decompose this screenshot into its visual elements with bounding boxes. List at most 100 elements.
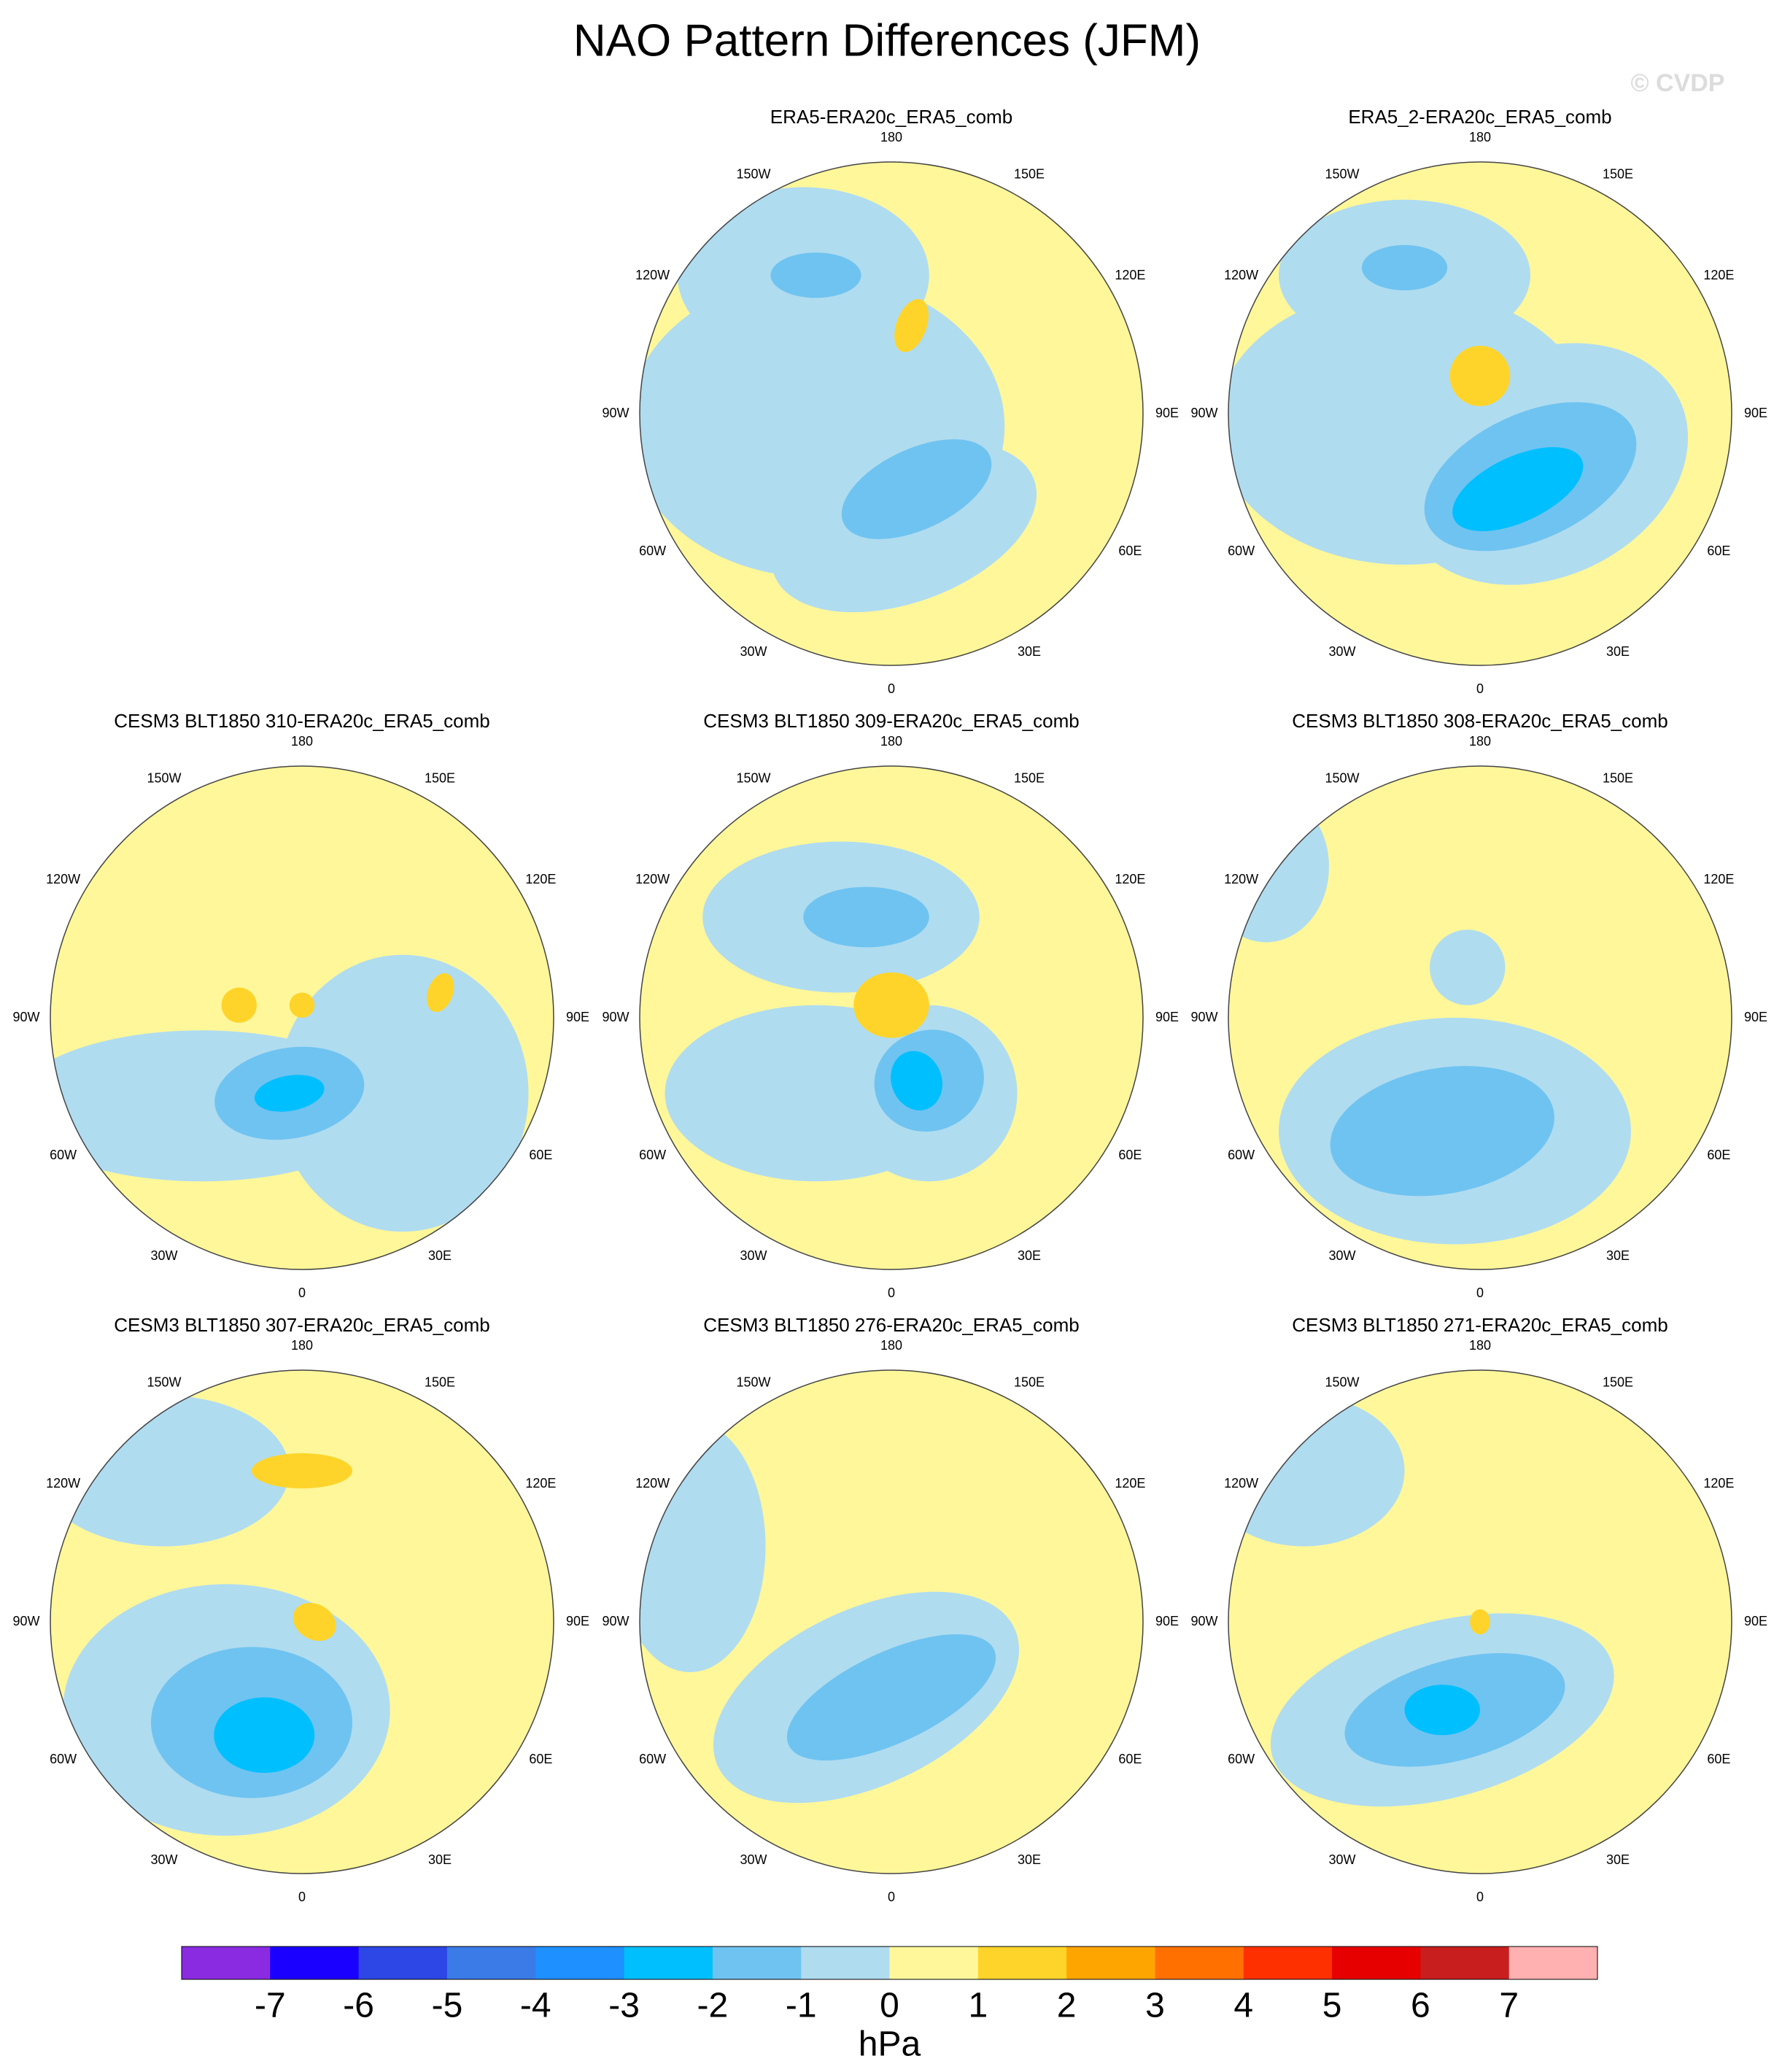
longitude-label: 180 [1469, 130, 1491, 144]
longitude-label: 90W [1190, 406, 1217, 420]
longitude-label: 150W [736, 166, 770, 181]
anomaly-region [891, 1051, 942, 1110]
anomaly-region [770, 252, 861, 298]
longitude-label: 60E [1707, 544, 1730, 558]
longitude-label: 60W [1228, 1752, 1255, 1766]
longitude-label: 120E [1115, 872, 1145, 886]
map [640, 766, 1143, 1269]
panel-title: ERA5_2-ERA20c_ERA5_comb [1348, 106, 1611, 128]
longitude-label: 120W [1224, 1476, 1258, 1491]
longitude-label: 150E [1603, 770, 1633, 785]
panel-title: ERA5-ERA20c_ERA5_comb [770, 106, 1012, 128]
colorbar-label: 1 [968, 1987, 988, 2025]
colorbar-label: -7 [255, 1987, 286, 2025]
map-border [50, 1369, 554, 1874]
longitude-label: 30W [150, 1852, 177, 1867]
longitude-label: 60E [529, 1148, 552, 1162]
colorbar-swatch [889, 1947, 979, 1979]
longitude-label: 90E [1744, 1614, 1767, 1628]
map-border [50, 765, 554, 1270]
longitude-label: 30W [150, 1248, 177, 1263]
longitude-label: 0 [888, 681, 895, 696]
map-border [639, 161, 1144, 666]
longitude-label: 0 [888, 1890, 895, 1904]
anomaly-region [1430, 929, 1506, 1005]
colorbar-swatch [270, 1947, 360, 1979]
longitude-label: 120W [635, 1476, 670, 1491]
longitude-label: 180 [880, 130, 902, 144]
longitude-label: 30W [740, 1852, 767, 1867]
longitude-label: 120W [46, 872, 80, 886]
longitude-label: 180 [880, 734, 902, 749]
longitude-label: 30E [1606, 1852, 1630, 1867]
longitude-label: 150W [147, 770, 181, 785]
colorbar-label: 4 [1233, 1987, 1253, 2025]
longitude-label: 30W [740, 644, 767, 659]
colorbar-label: 0 [880, 1987, 899, 2025]
longitude-label: 30W [740, 1248, 767, 1263]
longitude-label: 90E [1744, 406, 1767, 420]
longitude-label: 60E [1707, 1148, 1730, 1162]
colorbar-label: -6 [343, 1987, 374, 2025]
longitude-label: 30W [1328, 1852, 1355, 1867]
colorbar-swatch [446, 1947, 536, 1979]
longitude-label: 150E [1014, 770, 1045, 785]
map [50, 766, 554, 1269]
longitude-label: 120W [46, 1476, 80, 1491]
map-border [639, 1369, 1144, 1874]
longitude-label: 90E [1155, 406, 1179, 420]
anomaly-region [254, 1075, 325, 1112]
longitude-label: 30E [1606, 1248, 1630, 1263]
colorbar-label: -1 [786, 1987, 817, 2025]
longitude-label: 60W [1228, 544, 1255, 558]
colorbar-label: -4 [520, 1987, 551, 2025]
map [50, 1370, 554, 1874]
longitude-label: 60E [529, 1752, 552, 1766]
longitude-label: 30E [1018, 1852, 1041, 1867]
longitude-label: 120E [1703, 1476, 1734, 1491]
panel-title: CESM3 BLT1850 307-ERA20c_ERA5_comb [114, 1314, 489, 1336]
anomaly-region [853, 972, 929, 1038]
colorbar-frame [181, 1946, 1598, 1980]
panel-title: CESM3 BLT1850 310-ERA20c_ERA5_comb [114, 710, 489, 732]
longitude-label: 150W [147, 1375, 181, 1389]
longitude-label: 60E [1118, 544, 1142, 558]
longitude-label: 90W [12, 1614, 39, 1628]
longitude-label: 60W [639, 1148, 666, 1162]
longitude-label: 180 [1469, 734, 1491, 749]
longitude-label: 150W [1325, 770, 1359, 785]
longitude-label: 120W [635, 872, 670, 886]
anomaly-region [803, 886, 929, 948]
panel-title: CESM3 BLT1850 271-ERA20c_ERA5_comb [1292, 1314, 1668, 1336]
longitude-label: 90W [1190, 1010, 1217, 1024]
anomaly-region [1228, 1395, 1405, 1547]
longitude-label: 60W [1228, 1148, 1255, 1162]
longitude-label: 150E [1603, 166, 1633, 181]
colorbar-swatch [1243, 1947, 1333, 1979]
map [640, 1370, 1143, 1874]
longitude-label: 60W [639, 544, 666, 558]
longitude-label: 0 [888, 1286, 895, 1300]
map-border [639, 765, 1144, 1270]
longitude-label: 90W [602, 1614, 629, 1628]
longitude-label: 60E [1707, 1752, 1730, 1766]
panel-title: CESM3 BLT1850 276-ERA20c_ERA5_comb [703, 1314, 1079, 1336]
anomaly-region [221, 987, 257, 1023]
longitude-label: 30W [1328, 644, 1355, 659]
colorbar-swatch [358, 1947, 448, 1979]
longitude-label: 0 [1476, 1286, 1484, 1300]
longitude-label: 0 [1476, 1890, 1484, 1904]
anomaly-region [1452, 447, 1584, 532]
longitude-label: 180 [291, 734, 313, 749]
anomaly-region [289, 992, 315, 1018]
longitude-label: 30E [428, 1248, 452, 1263]
anomaly-region [293, 1602, 336, 1642]
anomaly-region [252, 1453, 352, 1489]
longitude-label: 150E [1014, 166, 1045, 181]
longitude-label: 60E [1118, 1752, 1142, 1766]
longitude-label: 120E [1115, 1476, 1145, 1491]
colorbar-swatch [712, 1947, 802, 1979]
anomaly-region [426, 973, 454, 1013]
longitude-label: 120E [1703, 872, 1734, 886]
longitude-label: 0 [298, 1286, 306, 1300]
